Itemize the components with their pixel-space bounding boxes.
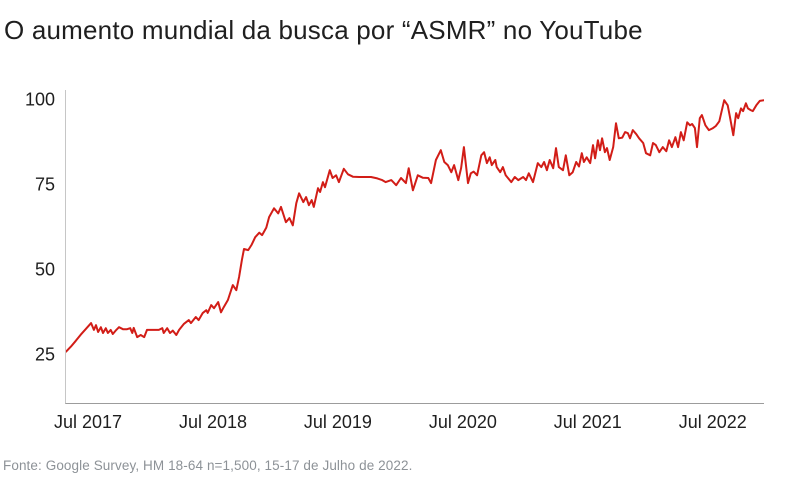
x-tick-label: Jul 2022 [678, 412, 747, 432]
plot-area [65, 90, 764, 404]
y-tick-label: 25 [34, 344, 55, 365]
x-tick-label: Jul 2018 [178, 412, 247, 432]
chart-title: O aumento mundial da busca por “ASMR” no… [4, 15, 643, 45]
x-tick-label: Jul 2019 [303, 412, 372, 432]
trend-line [66, 99, 764, 353]
x-tick-label: Jul 2021 [553, 412, 622, 432]
y-tick-label: 50 [34, 259, 55, 280]
trend-line-chart [66, 99, 764, 353]
y-axis-labels: 25 50 75 100 [0, 90, 55, 403]
x-tick-label: Jul 2017 [54, 412, 123, 432]
x-tick-label: Jul 2020 [428, 412, 497, 432]
y-tick-label: 75 [34, 174, 55, 195]
x-axis-labels: Jul 2017 Jul 2018 Jul 2019 Jul 2020 Jul 2021… [54, 412, 763, 438]
source-note: Fonte: Google Survey, HM 18-64 n=1,500, … [3, 458, 413, 473]
y-tick-label: 100 [24, 89, 55, 110]
